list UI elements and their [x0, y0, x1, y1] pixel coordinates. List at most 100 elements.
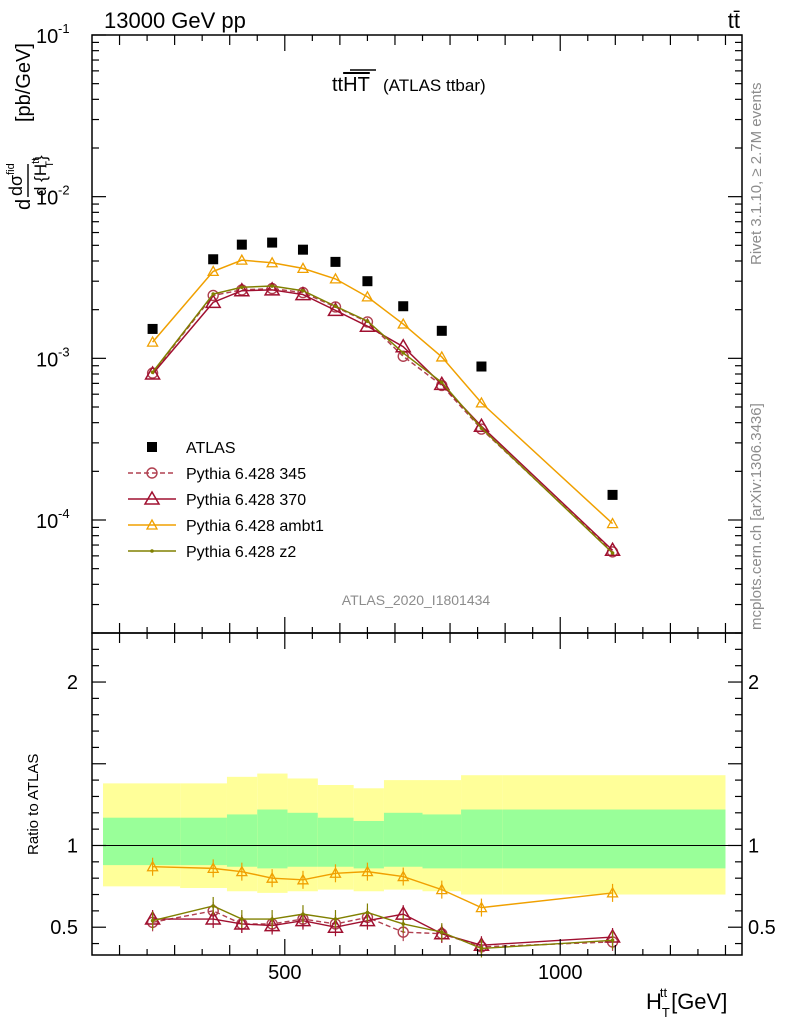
panel-frames [91, 34, 743, 956]
series-atlas [147, 237, 618, 500]
data-point-p370 [327, 301, 344, 317]
y-tick-label: 10 [36, 511, 58, 533]
ratio-series-ambt1 [146, 857, 619, 917]
data-point-atlas [267, 237, 278, 248]
y-tick-label: 10 [36, 188, 58, 210]
band-inner [226, 814, 258, 867]
ratio-point-ambt1 [361, 865, 374, 877]
legend-item-p370: Pythia 6.428 370 [128, 490, 306, 509]
ratio-point-ambt1 [146, 860, 159, 872]
band-inner [287, 812, 318, 867]
series-p345 [146, 282, 619, 558]
legend-marker-p370 [143, 490, 161, 505]
plot-subtitle: (ATLAS ttbar) [383, 76, 486, 95]
ratio-tick-label-right: 0.5 [748, 917, 776, 939]
main-panel-series [144, 237, 621, 558]
data-point-ambt1 [361, 290, 374, 302]
ratio-point-z2 [211, 904, 215, 908]
svg-text:d: d [13, 199, 35, 210]
ratio-uncertainty-bands [103, 773, 726, 895]
data-point-atlas [147, 323, 158, 334]
data-point-p370 [294, 286, 312, 301]
ratio-point-p370 [233, 915, 251, 930]
ratio-point-ambt1 [296, 873, 310, 885]
ratio-point-ambt1 [235, 865, 248, 877]
data-point-z2 [240, 285, 244, 290]
data-point-p370 [394, 338, 412, 353]
band-inner [103, 817, 181, 866]
ratio-point-z2 [333, 917, 338, 921]
ratio-point-ambt1 [207, 862, 220, 874]
svg-text:dσfid: dσfid [5, 163, 26, 196]
ratio-series-z2 [150, 896, 615, 958]
series-line-ambt1 [152, 259, 614, 525]
legend-item-atlas: ATLAS [147, 440, 236, 457]
ratio-point-ambt1 [606, 886, 619, 898]
band-inner [461, 809, 503, 869]
ratio-point-z2 [439, 930, 444, 934]
ratio-point-z2 [365, 910, 370, 915]
ratio-tick-label-left: 1 [67, 835, 78, 857]
ratio-point-z2 [150, 918, 155, 923]
ratio-tick-label-left: 2 [67, 672, 78, 694]
legend-marker-z2 [150, 549, 154, 553]
data-point-ambt1 [207, 265, 220, 277]
y-tick-exponent: -1 [58, 21, 70, 36]
data-point-z2 [365, 319, 370, 323]
data-point-z2 [479, 426, 484, 430]
x-axis-label: HTtt [GeV] [646, 985, 727, 1020]
data-point-ambt1 [296, 262, 310, 274]
data-point-ambt1 [606, 517, 619, 529]
ratio-line-p370 [152, 913, 613, 946]
band-inner [422, 814, 462, 869]
data-point-ambt1 [235, 253, 248, 265]
data-point-p370 [204, 293, 222, 309]
ratio-point-p370 [359, 912, 376, 927]
data-point-ambt1 [475, 396, 488, 408]
ratio-point-z2 [401, 922, 406, 926]
data-point-z2 [270, 284, 274, 288]
data-point-atlas [436, 325, 447, 336]
x-tick-label: 1000 [538, 962, 583, 984]
series-z2 [150, 284, 615, 555]
ratio-point-ambt1 [397, 870, 410, 882]
data-point-p345 [207, 289, 219, 302]
legend-marker-ambt1 [145, 518, 159, 530]
legend-item-p345: Pythia 6.428 345 [128, 466, 306, 483]
data-point-atlas [297, 244, 308, 255]
plot-title-main: tt [332, 74, 344, 96]
data-point-z2 [333, 304, 338, 309]
process-label: 13000 GeV pp [104, 8, 246, 33]
ratio-line-z2 [152, 905, 613, 950]
data-point-ambt1 [397, 317, 410, 329]
band-inner [353, 820, 384, 869]
data-point-atlas [330, 256, 341, 267]
data-point-p370 [144, 365, 161, 380]
plot-title-overline: HT [343, 74, 370, 96]
data-point-z2 [211, 292, 215, 296]
band-inner [383, 812, 423, 867]
data-point-z2 [610, 551, 615, 555]
y-tick-label: 10 [36, 26, 58, 48]
data-point-z2 [401, 351, 406, 355]
data-point-atlas [476, 361, 487, 372]
y-tick-exponent: -3 [58, 344, 70, 359]
analysis-id: ATLAS_2020_I1801434 [342, 592, 491, 608]
svg-text:[pb/GeV]: [pb/GeV] [13, 43, 35, 122]
ratio-series-p345 [146, 901, 619, 956]
ratio-point-p370 [327, 918, 344, 933]
ratio-point-p370 [204, 910, 222, 925]
data-point-atlas [362, 276, 373, 287]
data-point-z2 [439, 380, 444, 385]
ratio-tick-label-left: 0.5 [50, 917, 78, 939]
legend-item-z2: Pythia 6.428 z2 [128, 544, 296, 561]
data-point-z2 [301, 288, 305, 293]
x-tick-label: 500 [268, 962, 301, 984]
band-inner [180, 817, 227, 866]
legend-label-atlas: ATLAS [186, 440, 236, 457]
ratio-tick-label-right: 1 [748, 835, 759, 857]
ratio-point-p370 [263, 917, 281, 932]
axis-ticks [92, 34, 742, 955]
ratio-point-ambt1 [329, 866, 342, 878]
ratio-point-ambt1 [435, 883, 448, 895]
